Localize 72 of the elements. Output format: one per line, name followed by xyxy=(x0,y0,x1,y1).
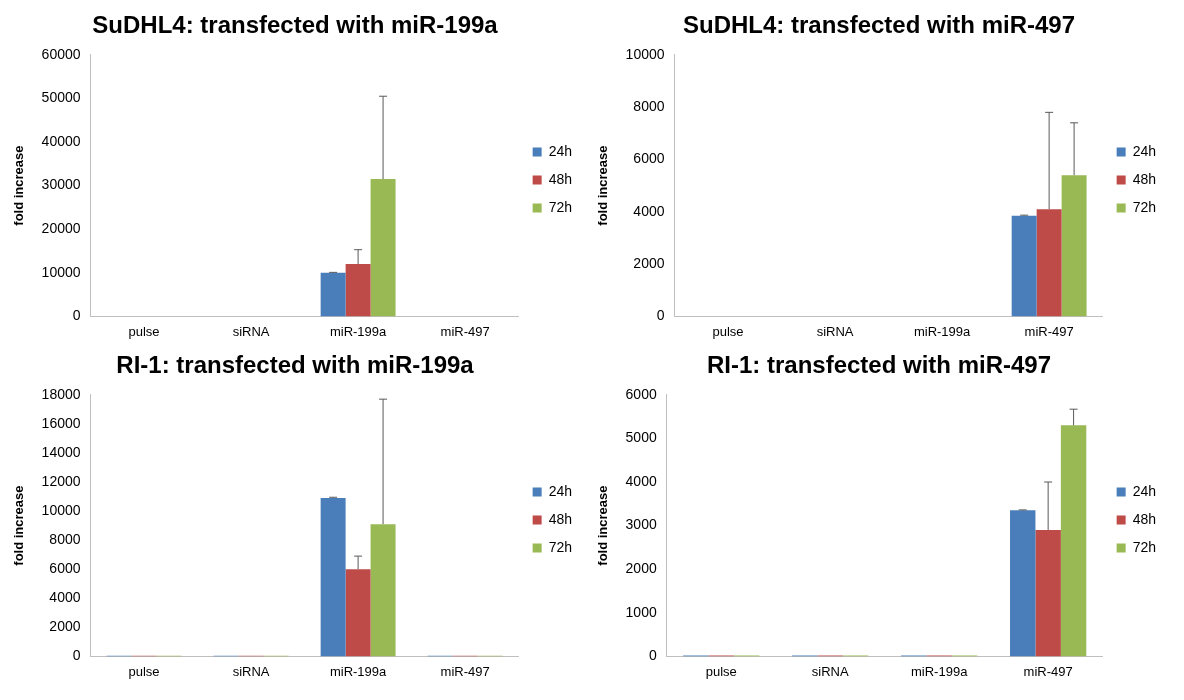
y-tick-label: 14000 xyxy=(41,443,81,460)
y-axis-title: fold increase xyxy=(595,145,611,226)
y-tick-label: 2000 xyxy=(625,560,657,577)
legend-label: 24h xyxy=(548,142,572,159)
legend-label: 24h xyxy=(548,482,572,499)
y-tick-label: 10000 xyxy=(625,45,665,62)
y-tick-label: 20000 xyxy=(41,220,81,237)
x-tick-label: miR-199a xyxy=(329,663,388,679)
x-tick-label: pulse xyxy=(712,323,744,339)
y-axis-title: fold increase xyxy=(11,485,27,566)
y-tick-label: 12000 xyxy=(41,472,81,489)
y-tick-label: 2000 xyxy=(633,254,665,271)
y-tick-label: 0 xyxy=(648,647,657,664)
legend-label: 72h xyxy=(548,538,572,555)
legend-label: 24h xyxy=(1132,142,1156,159)
y-tick-label: 0 xyxy=(72,647,81,664)
bar xyxy=(345,569,371,657)
bar xyxy=(1035,529,1061,657)
y-tick-label: 10000 xyxy=(41,501,81,518)
bar xyxy=(370,524,396,657)
x-tick-label: siRNA xyxy=(232,663,270,679)
x-tick-label: siRNA xyxy=(232,323,270,339)
y-tick-label: 6000 xyxy=(625,385,657,402)
x-tick-label: miR-497 xyxy=(440,323,490,339)
y-tick-label: 3000 xyxy=(625,516,657,533)
y-axis-title: fold increase xyxy=(595,485,611,566)
bar xyxy=(320,497,346,657)
legend-label: 48h xyxy=(548,170,572,187)
y-tick-label: 8000 xyxy=(49,530,81,547)
x-tick-label: pulse xyxy=(705,663,737,679)
x-tick-label: pulse xyxy=(128,323,160,339)
chart-title: RI-1: transfected with miR-497 xyxy=(706,351,1052,379)
x-tick-label: miR-497 xyxy=(440,663,490,679)
y-tick-label: 40000 xyxy=(41,132,81,149)
y-tick-label: 1000 xyxy=(625,603,657,620)
y-tick-label: 6000 xyxy=(49,560,81,577)
legend-label: 24h xyxy=(1132,482,1156,499)
y-tick-label: 50000 xyxy=(41,89,81,106)
legend-label: 48h xyxy=(1132,170,1156,187)
y-tick-label: 8000 xyxy=(633,97,665,114)
bar xyxy=(1060,425,1087,657)
legend-label: 48h xyxy=(1132,510,1156,527)
chart-title: SuDHL4: transfected with miR-199a xyxy=(92,11,499,39)
x-tick-label: miR-199a xyxy=(913,323,972,339)
x-tick-label: miR-199a xyxy=(329,323,388,339)
x-tick-label: pulse xyxy=(128,663,160,679)
x-tick-label: miR-497 xyxy=(1023,663,1073,679)
y-axis-title: fold increase xyxy=(11,145,27,226)
chart-title: SuDHL4: transfected with miR-497 xyxy=(682,11,1076,39)
legend-label: 72h xyxy=(548,198,572,215)
chart-title: RI-1: transfected with miR-199a xyxy=(116,351,475,379)
y-tick-label: 18000 xyxy=(41,385,81,402)
legend-label: 48h xyxy=(548,510,572,527)
y-tick-label: 4000 xyxy=(49,589,81,606)
y-tick-label: 4000 xyxy=(633,202,665,219)
y-tick-label: 0 xyxy=(72,307,81,324)
y-tick-label: 4000 xyxy=(625,472,657,489)
x-tick-label: siRNA xyxy=(811,663,849,679)
x-tick-label: miR-199a xyxy=(911,663,969,679)
legend-label: 72h xyxy=(1132,198,1156,215)
x-tick-label: miR-497 xyxy=(1024,323,1074,339)
bar xyxy=(1010,510,1036,657)
y-tick-label: 6000 xyxy=(633,150,665,167)
y-tick-label: 10000 xyxy=(41,263,81,280)
y-tick-label: 60000 xyxy=(41,45,81,62)
y-tick-label: 0 xyxy=(656,307,665,324)
y-tick-label: 2000 xyxy=(49,618,81,635)
y-tick-label: 5000 xyxy=(625,429,657,446)
y-tick-label: 16000 xyxy=(41,414,81,431)
x-tick-label: siRNA xyxy=(816,323,854,339)
y-tick-label: 30000 xyxy=(41,176,81,193)
legend-label: 72h xyxy=(1132,538,1156,555)
